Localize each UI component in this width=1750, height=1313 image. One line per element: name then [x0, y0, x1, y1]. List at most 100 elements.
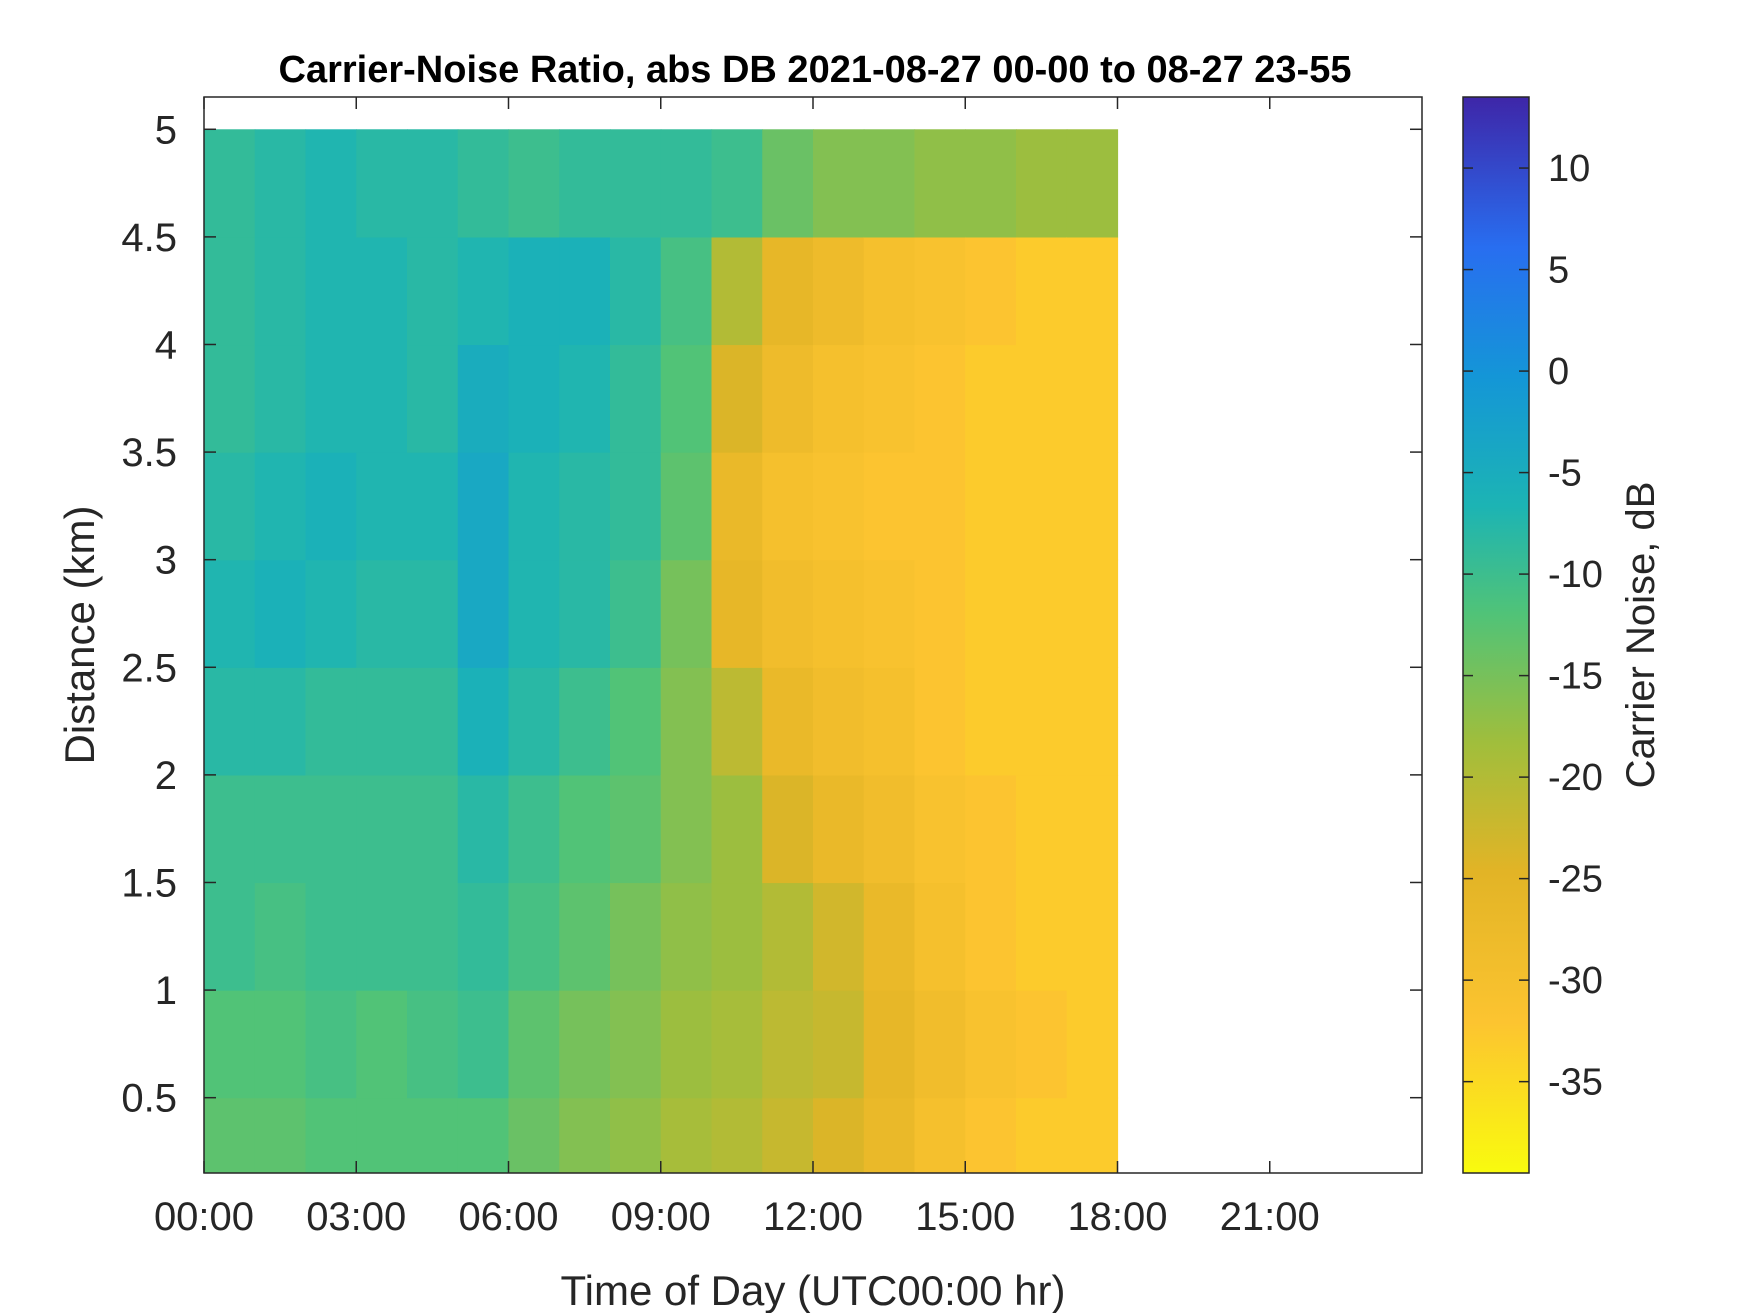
- heatmap-cell: [356, 990, 408, 1099]
- colorbar-tick-label: -20: [1548, 757, 1603, 799]
- heatmap-cell: [305, 667, 357, 776]
- heatmap-cell: [1016, 452, 1068, 561]
- colorbar: [1462, 96, 1530, 1174]
- heatmap-cell: [711, 667, 763, 776]
- heatmap-cell: [356, 774, 408, 884]
- colorbar-tick-label: -15: [1548, 656, 1603, 698]
- heatmap-cell: [1016, 129, 1068, 238]
- y-tick-label: 4: [155, 323, 177, 367]
- heatmap-cell: [305, 774, 357, 884]
- heatmap-cell: [407, 774, 459, 884]
- heatmap-cell: [863, 344, 916, 453]
- heatmap-cell: [660, 774, 713, 884]
- heatmap-cell: [1016, 882, 1068, 991]
- colorbar-tick-label: -10: [1548, 554, 1603, 596]
- heatmap-cell: [508, 990, 560, 1099]
- heatmap-cell: [914, 129, 966, 238]
- heatmap-cell: [305, 129, 357, 238]
- colorbar-tick-label: 10: [1548, 148, 1590, 190]
- heatmap-cell: [914, 559, 966, 668]
- heatmap-cell: [965, 236, 1017, 346]
- heatmap-cell: [965, 667, 1017, 776]
- x-tick-label: 12:00: [763, 1195, 863, 1239]
- heatmap-cell: [1016, 344, 1068, 453]
- heatmap-cell: [508, 344, 560, 453]
- heatmap-cell: [711, 774, 763, 884]
- x-tick-label: 09:00: [611, 1195, 711, 1239]
- colorbar-tick-label: 5: [1548, 250, 1569, 292]
- heatmap-cell: [407, 236, 459, 346]
- heatmap-cell: [559, 344, 611, 453]
- heatmap-cell: [559, 129, 611, 238]
- heatmap-cell: [813, 1097, 865, 1173]
- heatmap-cell: [407, 667, 459, 776]
- heatmap-cell: [965, 452, 1017, 561]
- heatmap-cell: [813, 236, 865, 346]
- heatmap-cell: [204, 129, 256, 238]
- heatmap-cell: [457, 236, 510, 346]
- heatmap-cell: [407, 344, 459, 453]
- x-tick-label: 06:00: [458, 1195, 558, 1239]
- heatmap-cell: [407, 559, 459, 668]
- y-tick-label: 3: [155, 539, 177, 583]
- heatmap-cell: [711, 129, 763, 238]
- heatmap-cell: [863, 129, 916, 238]
- heatmap-cell: [204, 452, 256, 561]
- heatmap-cell: [204, 774, 256, 884]
- heatmap-cell: [1016, 236, 1068, 346]
- heatmap-cell: [457, 452, 510, 561]
- heatmap-cell: [204, 990, 256, 1099]
- heatmap-cell: [305, 990, 357, 1099]
- heatmap-cell: [457, 1097, 510, 1173]
- heatmap-cell: [508, 452, 560, 561]
- x-tick-label: 00:00: [154, 1195, 254, 1239]
- y-axis-ticks: 0.5 1 1.5 2 2.5 3 3.5 4 4.5 5: [121, 108, 1422, 1121]
- heatmap-cell: [305, 882, 357, 991]
- heatmap-cell: [711, 559, 763, 668]
- heatmap-cell: [1066, 344, 1119, 453]
- x-axis-label: Time of Day (UTC00:00 hr): [561, 1267, 1066, 1313]
- heatmap-cell: [254, 990, 307, 1099]
- heatmap-cell: [965, 990, 1017, 1099]
- heatmap-cell: [965, 129, 1017, 238]
- heatmap-cell: [1066, 667, 1119, 776]
- heatmap-cell: [254, 1097, 307, 1173]
- heatmap-cell: [965, 882, 1017, 991]
- heatmap-cell: [457, 990, 510, 1099]
- heatmap-cell: [762, 990, 814, 1099]
- heatmap-cell: [660, 882, 713, 991]
- heatmap-cell: [356, 1097, 408, 1173]
- heatmap-cell: [660, 990, 713, 1099]
- heatmap-cell: [863, 882, 916, 991]
- heatmap-cell: [610, 559, 662, 668]
- heatmap-cell: [1066, 236, 1119, 346]
- colorbar-tick-label: -25: [1548, 859, 1603, 901]
- heatmap-cell: [1066, 1097, 1119, 1173]
- x-axis-ticks: 00:00 03:00 06:00 09:00 12:00 15:00 18:00 21:00: [154, 97, 1320, 1239]
- y-tick-label: 4.5: [121, 216, 177, 260]
- heatmap-cell: [559, 236, 611, 346]
- heatmap-cell: [254, 129, 307, 238]
- heatmap-cell: [610, 129, 662, 238]
- heatmap-cell: [762, 667, 814, 776]
- heatmap-cell: [1066, 882, 1119, 991]
- heatmap-cell: [356, 667, 408, 776]
- heatmap-cell: [965, 344, 1017, 453]
- heatmap-cell: [711, 344, 763, 453]
- heatmap-cell: [356, 344, 408, 453]
- heatmap-cell: [965, 559, 1017, 668]
- heatmap-cell: [660, 1097, 713, 1173]
- heatmap-cell: [305, 236, 357, 346]
- heatmap-cells: [204, 129, 1119, 1173]
- heatmap-cell: [610, 344, 662, 453]
- heatmap-cell: [508, 774, 560, 884]
- heatmap-cell: [254, 452, 307, 561]
- heatmap-cell: [204, 667, 256, 776]
- heatmap-cell: [660, 236, 713, 346]
- heatmap-cell: [610, 990, 662, 1099]
- heatmap-cell: [762, 129, 814, 238]
- heatmap-cell: [508, 559, 560, 668]
- heatmap-cell: [1016, 774, 1068, 884]
- x-tick-label: 21:00: [1220, 1195, 1320, 1239]
